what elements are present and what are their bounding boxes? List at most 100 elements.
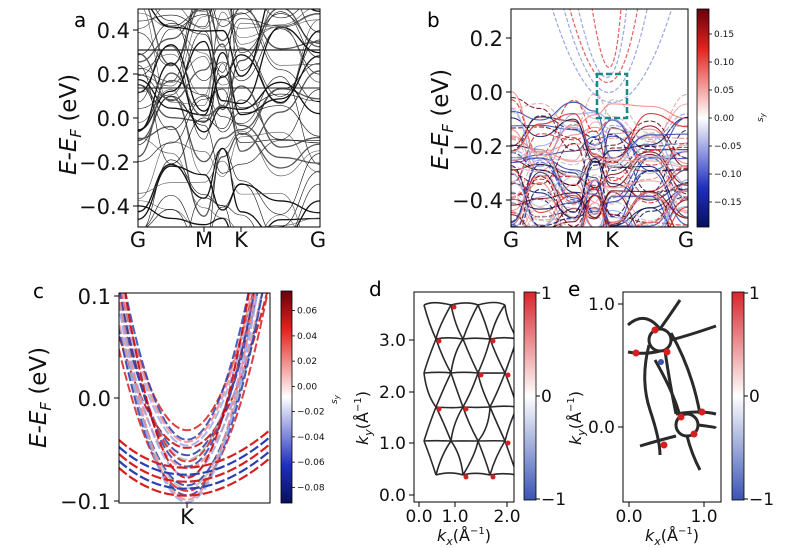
fermi-contour bbox=[450, 440, 464, 476]
fermi-contour bbox=[462, 337, 491, 340]
band-line bbox=[511, 99, 688, 166]
panel-c-label: c bbox=[33, 279, 44, 303]
fermi-contour bbox=[669, 332, 702, 415]
panel-c-bands bbox=[119, 293, 270, 503]
band-line bbox=[511, 174, 688, 225]
fermi-contour bbox=[462, 304, 479, 340]
spin-marker bbox=[490, 474, 496, 480]
band-line bbox=[119, 293, 259, 503]
band-line bbox=[147, 9, 320, 66]
band-line bbox=[119, 293, 269, 492]
fermi-contour bbox=[504, 345, 514, 374]
colorbar-b-gradient bbox=[696, 8, 710, 228]
panel-a-label: a bbox=[74, 8, 86, 32]
band-line bbox=[577, 9, 628, 79]
panel-e-ylabel: ky(Å−1) bbox=[566, 391, 588, 445]
band-line bbox=[138, 165, 320, 220]
band-line bbox=[511, 195, 670, 227]
a-xtick-label: K bbox=[234, 228, 249, 252]
band-line bbox=[124, 293, 250, 441]
fermi-contour bbox=[435, 304, 452, 340]
band-line bbox=[138, 76, 320, 165]
panel-e-fermi-surface bbox=[627, 299, 718, 471]
fermi-contour bbox=[423, 338, 437, 374]
colorbar-c-tick-label: −0.08 bbox=[297, 483, 325, 493]
panel-a-bands bbox=[138, 9, 320, 227]
spin-marker bbox=[660, 441, 668, 449]
a-xtick-label: G bbox=[130, 228, 146, 252]
fermi-contour bbox=[477, 304, 491, 340]
e-cbar-tick: 1 bbox=[749, 284, 760, 304]
fermi-contour bbox=[477, 406, 491, 442]
fermi-contour bbox=[423, 406, 437, 442]
colorbar-c-tick-label: −0.06 bbox=[297, 458, 325, 468]
b-ytick-label: −0.4 bbox=[452, 189, 503, 213]
spin-marker bbox=[658, 359, 664, 365]
fermi-contour bbox=[477, 372, 491, 408]
fermi-contour bbox=[423, 440, 437, 476]
colorbar-c-tick-label: −0.04 bbox=[297, 433, 325, 443]
fermi-contour bbox=[477, 338, 491, 374]
fermi-contour bbox=[653, 359, 682, 418]
fermi-contour bbox=[435, 337, 464, 340]
fermi-contour bbox=[627, 317, 662, 330]
band-line bbox=[150, 9, 320, 71]
band-line bbox=[511, 116, 688, 163]
band-line bbox=[511, 101, 688, 162]
band-line bbox=[138, 160, 301, 227]
b-ytick-label: 0.0 bbox=[470, 81, 503, 105]
fermi-contour bbox=[489, 338, 506, 374]
band-line bbox=[119, 293, 256, 463]
b-xtick-label: M bbox=[565, 228, 583, 252]
panel-b-colorbar: 0.15 0.10 0.05 0.00 −0.05 −0.10 −0.15 sy bbox=[696, 8, 767, 228]
band-line bbox=[511, 103, 688, 161]
band-line bbox=[511, 142, 688, 195]
panel-e-frame bbox=[622, 291, 722, 503]
band-line bbox=[551, 9, 673, 103]
band-line bbox=[138, 84, 320, 164]
d-ytick-label: 3.0 bbox=[379, 331, 406, 351]
fermi-contour bbox=[663, 350, 678, 415]
spin-marker bbox=[698, 408, 706, 416]
band-line bbox=[138, 74, 320, 123]
band-line bbox=[511, 164, 688, 219]
panel-b: b 0.2 0.0 −0.2 −0.4 G M K G E-EF (eV) 0.… bbox=[427, 8, 767, 252]
d-cbar-tick: −1 bbox=[541, 490, 566, 510]
band-line bbox=[511, 172, 688, 222]
band-line bbox=[138, 9, 320, 87]
fermi-contour bbox=[685, 435, 702, 471]
panel-c-ylabel: E-EF (eV) bbox=[26, 347, 55, 448]
fermi-contour bbox=[643, 344, 662, 456]
d-ytick-label: 1.0 bbox=[379, 434, 406, 454]
panel-b-label: b bbox=[427, 8, 440, 32]
band-line bbox=[511, 91, 688, 159]
band-line bbox=[138, 9, 320, 82]
band-line bbox=[511, 144, 688, 207]
fermi-contour bbox=[450, 372, 464, 408]
d-cbar-tick: 0 bbox=[541, 387, 552, 407]
fermi-contour bbox=[462, 372, 479, 408]
panel-b-yticks: 0.2 0.0 −0.2 −0.4 bbox=[452, 27, 511, 213]
fermi-contour bbox=[423, 304, 437, 340]
band-line bbox=[119, 293, 264, 496]
spin-marker bbox=[478, 372, 484, 378]
band-line bbox=[511, 97, 688, 159]
band-line bbox=[511, 116, 688, 169]
band-line bbox=[138, 88, 320, 163]
zoom-region-box bbox=[595, 72, 629, 120]
a-ytick-label: 0.4 bbox=[97, 19, 130, 43]
band-line bbox=[511, 155, 688, 214]
band-line bbox=[119, 429, 270, 469]
a-ytick-label: −0.2 bbox=[79, 151, 130, 175]
fermi-contour bbox=[658, 299, 682, 330]
band-line bbox=[511, 190, 688, 219]
band-line bbox=[511, 99, 688, 166]
band-line bbox=[150, 9, 320, 77]
colorbar-b-tick-label: −0.10 bbox=[714, 170, 742, 180]
spin-marker bbox=[451, 304, 457, 310]
fermi-contour bbox=[489, 304, 506, 340]
fermi-contour bbox=[489, 406, 506, 442]
band-line bbox=[591, 9, 622, 68]
b-xtick-label: K bbox=[605, 228, 620, 252]
